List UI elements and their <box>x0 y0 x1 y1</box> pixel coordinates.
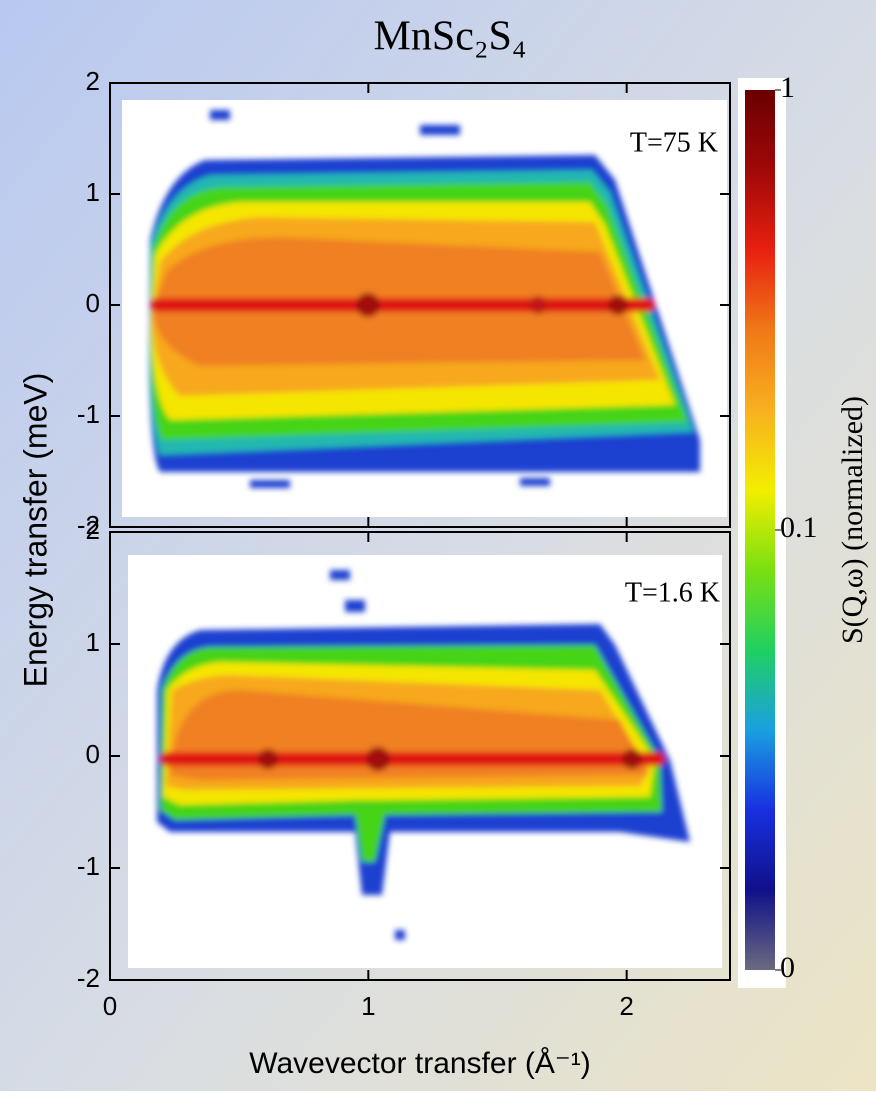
y-tick-label: 1 <box>86 627 100 657</box>
y-tick-label: 1 <box>86 177 100 207</box>
y-tick-label: -1 <box>77 399 100 429</box>
x-axis-label: Wavevector transfer (Å⁻¹) <box>249 1047 590 1080</box>
x-tick-label: 1 <box>361 991 375 1021</box>
x-tick-label: 2 <box>619 991 633 1021</box>
y-tick-label: -1 <box>77 851 100 881</box>
annotation: T=75 K <box>630 127 718 158</box>
chart-title: MnSc₂S₄ <box>374 14 527 60</box>
colorbar <box>745 90 775 970</box>
heatmap <box>149 110 700 488</box>
colorbar-tick-label: 0 <box>780 951 795 984</box>
colorbar-tick-label: 1 <box>780 71 795 104</box>
heatmap <box>157 570 690 940</box>
y-tick-label: 0 <box>86 739 100 769</box>
y-tick-label: 2 <box>86 515 100 545</box>
colorbar-label: S(Q,ω) (normalized) <box>836 396 869 644</box>
annotation: T=1.6 K <box>625 577 720 608</box>
y-axis-label: Energy transfer (meV) <box>17 373 53 688</box>
y-tick-label: -2 <box>77 963 100 993</box>
y-tick-label: 2 <box>86 66 100 96</box>
colorbar-tick-label: 0.1 <box>780 511 818 544</box>
y-tick-label: 0 <box>86 288 100 318</box>
x-tick-label: 0 <box>103 991 117 1021</box>
y-tick-label: -2 <box>77 510 100 540</box>
